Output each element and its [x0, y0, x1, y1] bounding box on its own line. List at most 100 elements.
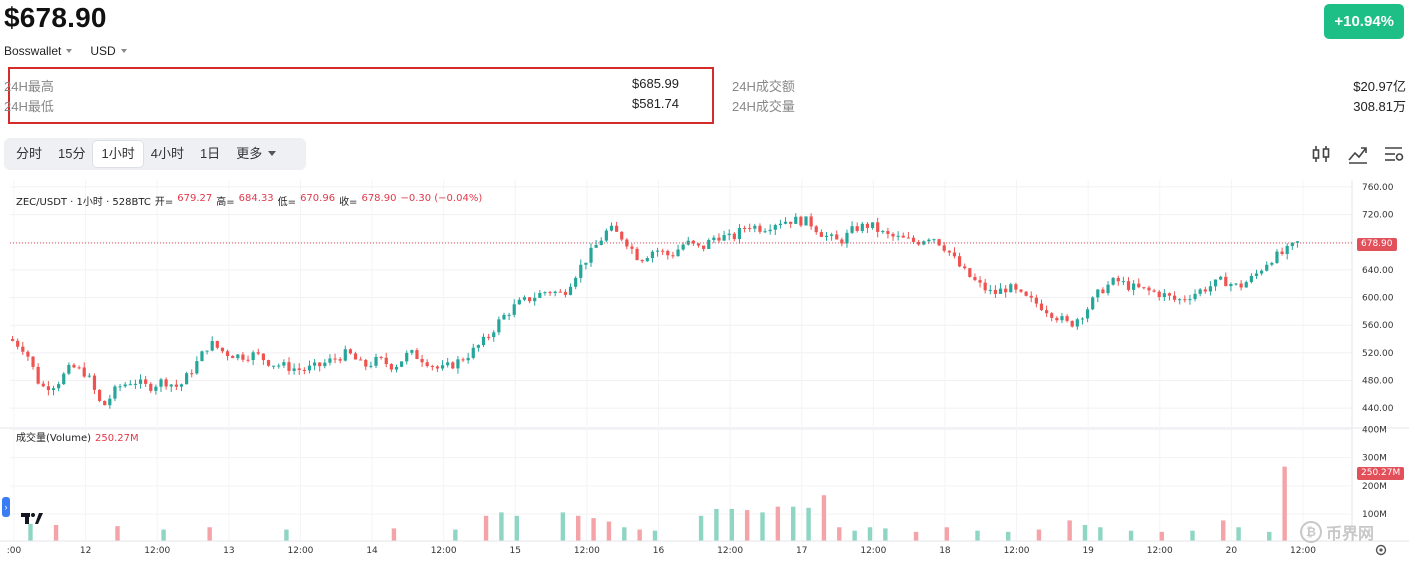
candle-body — [225, 351, 230, 357]
candle-body — [527, 297, 532, 302]
candle-body — [1183, 299, 1187, 301]
candle-body — [886, 231, 890, 234]
candle-body — [768, 229, 772, 232]
candle-body — [645, 258, 649, 262]
candle-body — [179, 384, 184, 387]
volume-bar — [637, 529, 642, 541]
candle-body — [220, 347, 225, 352]
candle-body — [860, 223, 864, 231]
candle-body — [1178, 299, 1182, 301]
volume-bar — [698, 515, 704, 541]
candle-body — [594, 245, 598, 248]
candle-body — [1224, 276, 1228, 287]
candlestick-chart[interactable]: 760.00720.00680.00640.00600.00560.00520.… — [0, 180, 1409, 561]
candle-body — [1106, 284, 1110, 294]
candle-body — [10, 339, 15, 341]
legend-close-label: 收= — [339, 197, 358, 208]
candle-body — [835, 234, 839, 240]
volume-bar — [1098, 527, 1103, 541]
candle-body — [963, 266, 967, 269]
time-tick-label: 15 — [510, 546, 521, 556]
candle-body — [164, 379, 168, 387]
candle-body — [430, 366, 434, 368]
candle-body — [394, 366, 399, 370]
candle-body — [727, 233, 731, 236]
exchange-selector[interactable]: Bosswallet — [4, 44, 73, 58]
candle-body — [630, 246, 634, 249]
candle-body — [118, 386, 122, 388]
volume-bar — [714, 508, 719, 541]
candle-body — [292, 368, 296, 371]
candle-body — [625, 239, 629, 247]
legend-open-value: 679.27 — [177, 193, 213, 204]
candle-body — [456, 359, 460, 369]
volume-bar — [744, 510, 750, 541]
time-tick-label: 19 — [1082, 546, 1094, 556]
candle-body — [410, 350, 414, 353]
candle-body — [246, 359, 250, 361]
selectors: Bosswallet USD — [4, 44, 127, 58]
candle-body — [1075, 319, 1079, 327]
candle-body — [789, 221, 793, 224]
volume-bar — [837, 527, 842, 541]
candle-body — [850, 226, 854, 233]
tab-timeframe-line[interactable]: 分时 — [16, 146, 43, 161]
candle-body — [41, 383, 45, 387]
candle-body — [814, 226, 818, 233]
gear-icon[interactable] — [1374, 543, 1388, 557]
chart-canvas[interactable]: 760.00720.00680.00640.00600.00560.00520.… — [0, 180, 1409, 561]
tab-timeframe-1d[interactable]: 1日 — [199, 146, 221, 161]
candle-body — [92, 375, 97, 390]
candle-body — [348, 349, 353, 354]
candle-body — [748, 228, 752, 230]
candle-body — [1126, 281, 1131, 290]
candle-body — [67, 364, 71, 374]
candle-body — [968, 268, 972, 277]
candle-body — [149, 383, 153, 391]
more-timeframes-button[interactable]: 更多 — [228, 141, 284, 167]
candle-body — [384, 357, 388, 365]
candle-body — [548, 292, 552, 294]
settings-list-icon[interactable] — [1383, 143, 1405, 165]
currency-selector[interactable]: USD — [90, 44, 127, 58]
candle-body — [932, 239, 936, 241]
candle-body — [400, 361, 404, 367]
volume-bar — [1067, 520, 1072, 541]
candle-body — [512, 304, 516, 315]
candle-body — [1101, 289, 1105, 294]
time-tick-label: 12:00 — [144, 546, 170, 556]
candle-body — [1024, 291, 1028, 296]
watermark-text: 币界网 — [1326, 526, 1375, 543]
indicator-icon[interactable] — [1311, 143, 1333, 165]
candle-body — [978, 280, 982, 283]
line-chart-icon[interactable] — [1347, 143, 1369, 165]
expand-handle-icon[interactable]: › — [2, 497, 10, 517]
candle-body — [1039, 303, 1044, 311]
candle-body — [36, 366, 40, 384]
candle-body — [732, 233, 736, 240]
price-tick-label: 480.00 — [1362, 377, 1394, 387]
candle-body — [1070, 320, 1074, 327]
candle-body — [215, 341, 219, 348]
volume-bar — [1282, 466, 1287, 541]
tradingview-logo-icon — [21, 513, 43, 524]
candle-body — [364, 359, 368, 367]
candle-body — [297, 368, 301, 370]
candle-body — [200, 351, 204, 362]
candle-body — [615, 225, 619, 232]
candle-body — [763, 231, 767, 233]
candle-body — [758, 225, 762, 232]
tab-timeframe-4h[interactable]: 4小时 — [150, 146, 184, 161]
candle-body — [62, 373, 66, 385]
candle-body — [753, 225, 757, 229]
candle-body — [128, 384, 132, 386]
price-tick-label: 520.00 — [1362, 349, 1394, 359]
candle-body — [328, 358, 332, 363]
volume-bar — [115, 526, 120, 541]
tab-timeframe-1h[interactable]: 1小时 — [93, 141, 143, 167]
candle-body — [1275, 251, 1279, 263]
candle-body — [1045, 310, 1049, 314]
candle-body — [543, 292, 547, 294]
tab-timeframe-15m[interactable]: 15分 — [58, 146, 86, 161]
candle-body — [1213, 279, 1218, 287]
